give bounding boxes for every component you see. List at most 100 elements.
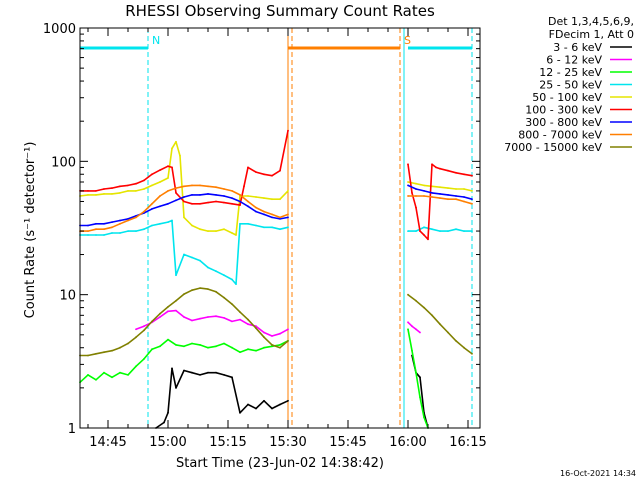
data-point <box>247 318 249 321</box>
data-point <box>231 303 233 305</box>
x-tick-label: 16:15 <box>449 435 486 450</box>
data-point <box>263 197 265 200</box>
data-point <box>463 196 465 198</box>
data-point <box>247 195 249 197</box>
data-point <box>111 193 113 195</box>
data-point <box>247 323 249 326</box>
data-point <box>207 185 209 188</box>
data-point <box>415 230 417 233</box>
data-point <box>191 184 193 187</box>
data-point <box>255 224 257 227</box>
data-series <box>79 129 473 429</box>
data-point <box>159 316 161 318</box>
data-point <box>111 232 113 234</box>
data-point <box>143 228 145 231</box>
data-point <box>119 371 121 374</box>
x-tick-label: 15:45 <box>329 435 366 450</box>
data-point <box>279 346 281 349</box>
data-point <box>431 314 433 317</box>
series-line <box>135 309 289 337</box>
data-point <box>87 224 89 227</box>
data-point <box>439 167 441 170</box>
y-tick-label: 10 <box>59 289 76 304</box>
data-point <box>127 218 129 220</box>
data-point <box>439 197 441 200</box>
data-point <box>223 188 225 190</box>
data-point <box>415 371 417 374</box>
data-point <box>287 226 289 229</box>
data-point <box>159 345 161 348</box>
data-point <box>447 331 449 334</box>
data-point <box>135 182 137 185</box>
data-point <box>207 346 209 349</box>
data-point <box>135 328 137 331</box>
data-point <box>199 344 201 346</box>
data-point <box>183 200 185 203</box>
data-point <box>287 129 289 132</box>
data-point <box>175 274 177 277</box>
data-point <box>199 317 201 320</box>
data-point <box>175 192 177 194</box>
data-point <box>231 376 233 379</box>
data-point <box>271 198 273 201</box>
data-point <box>223 296 225 299</box>
data-point <box>191 194 193 196</box>
data-point <box>447 194 449 196</box>
data-point <box>223 274 225 277</box>
series-line <box>407 329 429 429</box>
flag-label: S <box>404 34 411 47</box>
timestamp: 16-Oct-2021 14:34 <box>560 469 636 478</box>
data-point <box>247 403 249 406</box>
data-point <box>207 201 209 204</box>
data-point <box>407 321 409 324</box>
data-point <box>111 376 113 379</box>
legend-header-line-2: FDecim 1, Att 0 <box>549 28 634 41</box>
data-point <box>455 188 457 190</box>
data-point <box>279 403 281 406</box>
data-point <box>235 234 237 236</box>
data-point <box>415 182 417 185</box>
flag-label: N <box>152 34 160 47</box>
data-point <box>111 221 113 224</box>
data-point <box>255 349 257 352</box>
legend-label: 100 - 300 keV <box>525 104 602 117</box>
data-point <box>171 367 173 370</box>
data-point <box>419 331 421 334</box>
data-point <box>239 318 241 321</box>
data-point <box>207 266 209 269</box>
data-point <box>231 346 233 349</box>
data-point <box>471 174 473 177</box>
data-point <box>287 340 289 342</box>
data-point <box>215 194 217 196</box>
data-point <box>159 312 161 315</box>
data-point <box>447 187 449 190</box>
data-point <box>215 290 217 293</box>
data-point <box>423 195 425 197</box>
data-point <box>231 190 233 192</box>
x-tick-label: 16:00 <box>389 435 426 450</box>
data-point <box>423 416 425 419</box>
data-point <box>435 166 437 169</box>
data-point <box>179 154 181 157</box>
data-point <box>407 184 409 187</box>
x-tick-label: 15:30 <box>269 435 306 450</box>
data-point <box>279 228 281 231</box>
data-point <box>103 228 105 231</box>
data-point <box>143 179 145 182</box>
data-point <box>271 344 273 346</box>
data-point <box>175 299 177 302</box>
data-point <box>271 335 273 337</box>
data-point <box>423 226 425 229</box>
data-point <box>159 181 161 183</box>
data-point <box>207 288 209 290</box>
data-point <box>463 346 465 349</box>
data-point <box>263 210 265 213</box>
data-point <box>239 204 241 207</box>
data-point <box>175 344 177 346</box>
data-point <box>255 407 257 410</box>
data-point <box>127 190 129 192</box>
data-point <box>103 193 105 195</box>
data-point <box>407 163 409 166</box>
data-point <box>439 186 441 189</box>
data-point <box>167 165 169 168</box>
